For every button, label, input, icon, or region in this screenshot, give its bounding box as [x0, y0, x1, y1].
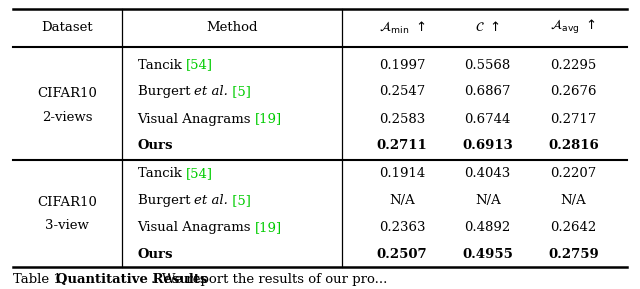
- Text: [5]: [5]: [228, 86, 251, 98]
- Text: 0.2676: 0.2676: [550, 86, 596, 98]
- Text: 0.2295: 0.2295: [550, 59, 596, 71]
- Text: 3-view: 3-view: [45, 220, 89, 232]
- Text: 0.2759: 0.2759: [548, 249, 599, 261]
- Text: CIFAR10: CIFAR10: [37, 197, 97, 209]
- Text: 2-views: 2-views: [42, 111, 92, 123]
- Text: [54]: [54]: [186, 168, 212, 180]
- Text: Ours: Ours: [138, 140, 173, 152]
- Text: 0.4892: 0.4892: [465, 221, 511, 234]
- Text: Method: Method: [206, 21, 257, 34]
- Text: $\mathcal{C}\ \uparrow$: $\mathcal{C}\ \uparrow$: [476, 21, 500, 34]
- Text: Dataset: Dataset: [42, 21, 93, 34]
- Text: [5]: [5]: [228, 194, 251, 207]
- Text: 0.4955: 0.4955: [462, 249, 513, 261]
- Text: N/A: N/A: [475, 194, 500, 207]
- Text: [54]: [54]: [186, 59, 212, 71]
- Text: 0.2816: 0.2816: [548, 140, 599, 152]
- Text: 0.2363: 0.2363: [379, 221, 425, 234]
- Text: [19]: [19]: [255, 221, 282, 234]
- Text: 0.4043: 0.4043: [465, 168, 511, 180]
- Text: 0.2547: 0.2547: [379, 86, 425, 98]
- Text: 0.6744: 0.6744: [465, 113, 511, 125]
- Text: Quantitative Results: Quantitative Results: [56, 273, 208, 286]
- Text: et al.: et al.: [195, 194, 228, 207]
- Text: 0.1914: 0.1914: [379, 168, 425, 180]
- Text: Tancik: Tancik: [138, 59, 186, 71]
- Text: 0.6913: 0.6913: [462, 140, 513, 152]
- Text: 0.2711: 0.2711: [376, 140, 428, 152]
- Text: Burgert: Burgert: [138, 194, 195, 207]
- Text: 0.2642: 0.2642: [550, 221, 596, 234]
- Text: . We report the results of our pro...: . We report the results of our pro...: [151, 273, 387, 286]
- Text: 0.5568: 0.5568: [465, 59, 511, 71]
- Text: 0.2507: 0.2507: [376, 249, 428, 261]
- Text: 0.2583: 0.2583: [379, 113, 425, 125]
- Text: N/A: N/A: [561, 194, 586, 207]
- Text: 0.1997: 0.1997: [379, 59, 425, 71]
- Text: Tancik: Tancik: [138, 168, 186, 180]
- Text: 0.2207: 0.2207: [550, 168, 596, 180]
- Text: Burgert: Burgert: [138, 86, 195, 98]
- Text: CIFAR10: CIFAR10: [37, 88, 97, 100]
- Text: Table 1.: Table 1.: [13, 273, 72, 286]
- Text: Visual Anagrams: Visual Anagrams: [138, 221, 255, 234]
- Text: 0.6867: 0.6867: [465, 86, 511, 98]
- Text: 0.2717: 0.2717: [550, 113, 596, 125]
- Text: N/A: N/A: [389, 194, 415, 207]
- Text: [19]: [19]: [255, 113, 282, 125]
- Text: $\mathcal{A}_{\mathrm{avg}}\ \uparrow$: $\mathcal{A}_{\mathrm{avg}}\ \uparrow$: [550, 18, 596, 36]
- Text: Ours: Ours: [138, 249, 173, 261]
- Text: Visual Anagrams: Visual Anagrams: [138, 113, 255, 125]
- Text: et al.: et al.: [195, 86, 228, 98]
- Text: $\mathcal{A}_{\mathrm{min}}\ \uparrow$: $\mathcal{A}_{\mathrm{min}}\ \uparrow$: [379, 19, 425, 36]
